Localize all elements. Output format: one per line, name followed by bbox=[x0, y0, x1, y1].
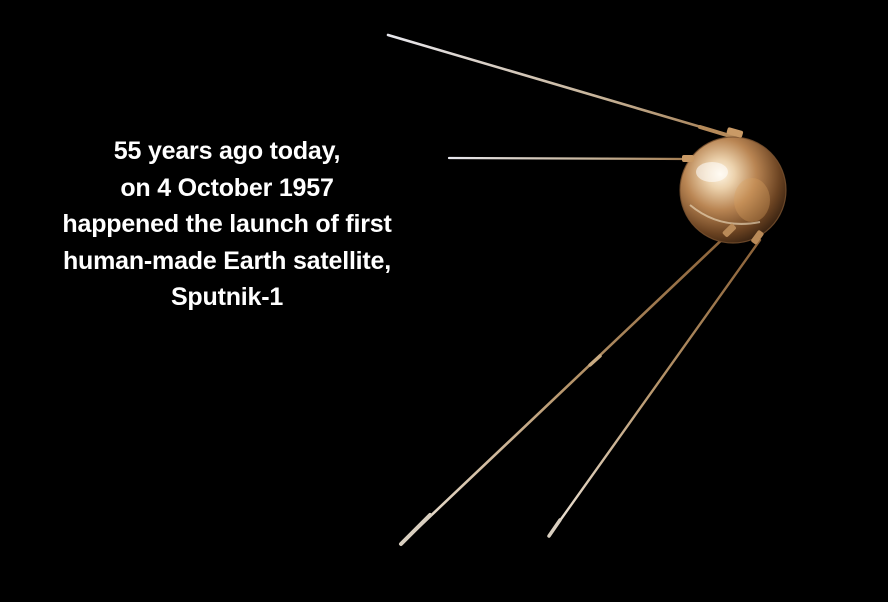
caption-line: Sputnik-1 bbox=[170, 283, 284, 311]
antenna-lower-right bbox=[547, 238, 762, 538]
caption-line: human-made Earth satellite, bbox=[62, 246, 392, 275]
caption-text: 55 years ago today, on 4 October 1957 ha… bbox=[20, 133, 434, 316]
caption-line: on 4 October 1957 bbox=[120, 173, 334, 202]
antenna-upper bbox=[386, 33, 737, 139]
antenna-lower-left bbox=[399, 230, 732, 546]
antenna-middle bbox=[447, 156, 692, 161]
caption-line: 55 years ago today, bbox=[113, 137, 341, 165]
caption-line: happened the launch of first bbox=[62, 210, 392, 238]
